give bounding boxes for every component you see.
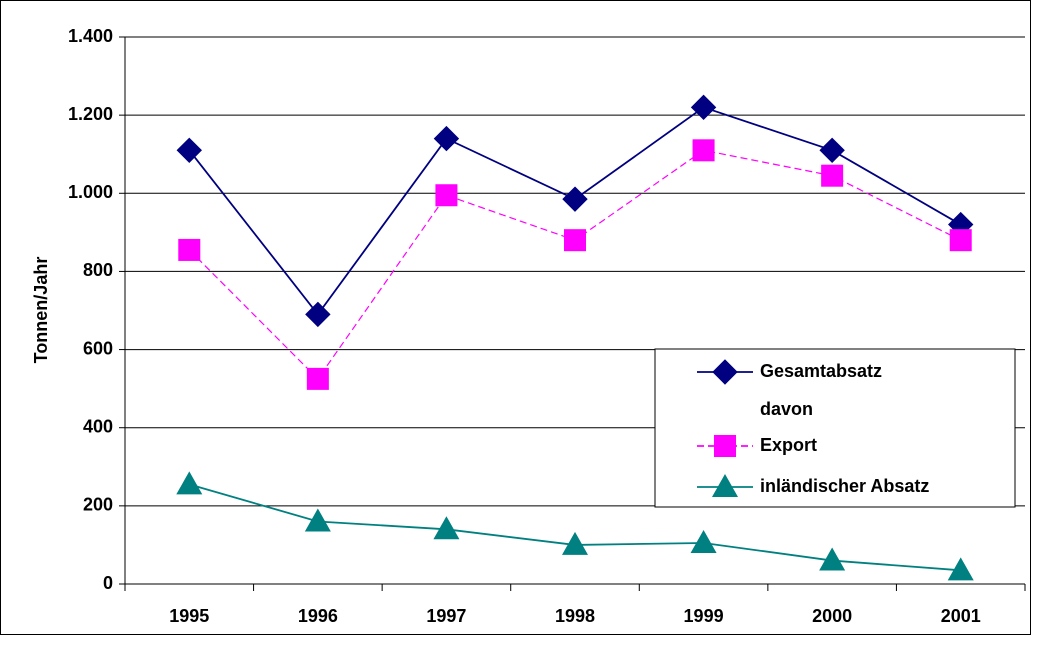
marker-square <box>692 139 715 162</box>
legend-box <box>654 348 1016 508</box>
y-axis-label: Tonnen/Jahr <box>31 257 51 364</box>
marker-triangle <box>947 557 974 581</box>
x-tick-label: 1999 <box>684 606 724 626</box>
marker-diamond <box>305 301 331 328</box>
y-tick-label: 1.400 <box>68 26 113 46</box>
marker-triangle <box>433 516 460 540</box>
marker-triangle <box>562 531 588 555</box>
x-tick-label: 2001 <box>941 606 981 626</box>
y-tick-label: 800 <box>83 260 113 280</box>
marker-square <box>306 367 329 390</box>
marker-triangle <box>690 529 717 553</box>
x-tick-label: 1997 <box>426 606 466 626</box>
marker-triangle <box>304 508 331 532</box>
marker-triangle <box>819 547 846 571</box>
x-tick-label: 1995 <box>169 606 209 626</box>
marker-square <box>821 164 844 187</box>
chart-frame <box>0 0 1031 635</box>
legend-label: Export <box>760 435 817 455</box>
legend-label: inländischer Absatz <box>760 476 929 496</box>
marker-square <box>435 184 458 207</box>
y-tick-label: 1.200 <box>68 104 113 124</box>
marker-triangle <box>176 471 203 495</box>
legend-label: Gesamtabsatz <box>760 361 882 381</box>
y-tick-label: 200 <box>83 495 113 515</box>
x-tick-label: 1998 <box>555 606 595 626</box>
x-tick-label: 1996 <box>298 606 338 626</box>
marker-diamond <box>819 137 845 164</box>
marker-diamond <box>433 125 460 152</box>
y-tick-label: 400 <box>83 416 113 436</box>
marker-square <box>714 435 736 457</box>
marker-diamond <box>712 359 738 385</box>
marker-diamond <box>562 186 588 212</box>
marker-triangle <box>712 474 738 497</box>
marker-diamond <box>176 137 202 164</box>
marker-diamond <box>690 94 717 121</box>
y-tick-label: 0 <box>103 573 113 593</box>
marker-square <box>949 229 972 252</box>
marker-square <box>178 238 201 261</box>
y-tick-label: 1.000 <box>68 182 113 202</box>
marker-square <box>564 229 586 252</box>
y-tick-label: 600 <box>83 338 113 358</box>
legend-note: davon <box>760 399 813 419</box>
x-tick-label: 2000 <box>812 606 852 626</box>
